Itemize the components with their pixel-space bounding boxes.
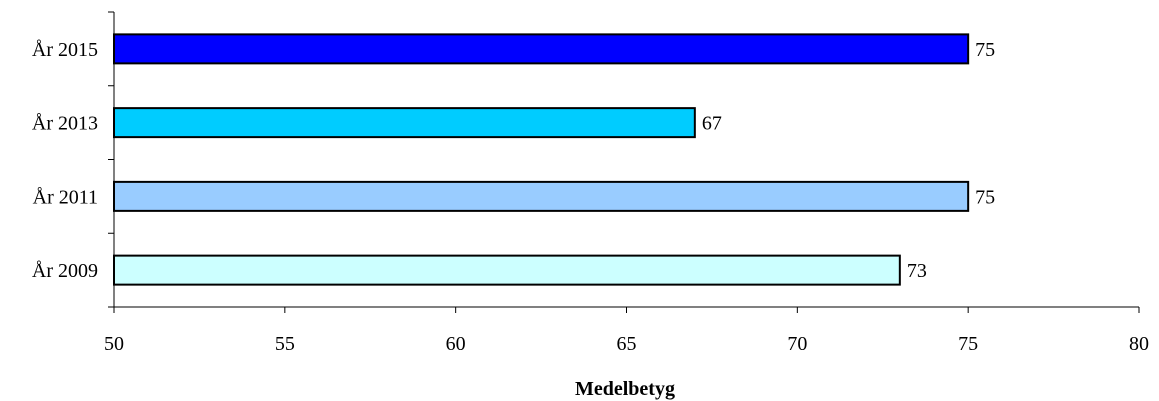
data-label: 67 xyxy=(702,113,722,135)
bar xyxy=(113,33,970,65)
x-tick-labels: 50 55 60 65 70 75 80 xyxy=(104,333,1149,355)
x-tick-label: 75 xyxy=(958,333,978,355)
bar xyxy=(113,254,901,286)
category-label: År 2013 xyxy=(32,113,98,135)
x-axis xyxy=(113,306,1140,313)
x-tick-label: 60 xyxy=(446,333,466,355)
x-axis-title: Medelbetyg xyxy=(575,378,675,400)
category-label: År 2015 xyxy=(32,39,98,61)
bar xyxy=(113,180,970,212)
bars xyxy=(113,33,970,286)
x-tick-label: 70 xyxy=(787,333,807,355)
x-tick-label: 80 xyxy=(1129,333,1149,355)
category-label: År 2011 xyxy=(33,186,98,208)
value-labels: 75 67 75 73 xyxy=(702,39,995,282)
bar xyxy=(113,107,696,139)
data-label: 75 xyxy=(975,186,995,208)
category-label: År 2009 xyxy=(32,260,98,282)
x-tick-label: 50 xyxy=(104,333,124,355)
data-label: 75 xyxy=(975,39,995,61)
category-labels: År 2015 År 2013 År 2011 År 2009 xyxy=(32,39,98,282)
x-tick-label: 65 xyxy=(617,333,637,355)
x-tick-label: 55 xyxy=(275,333,295,355)
data-label: 73 xyxy=(907,260,927,282)
